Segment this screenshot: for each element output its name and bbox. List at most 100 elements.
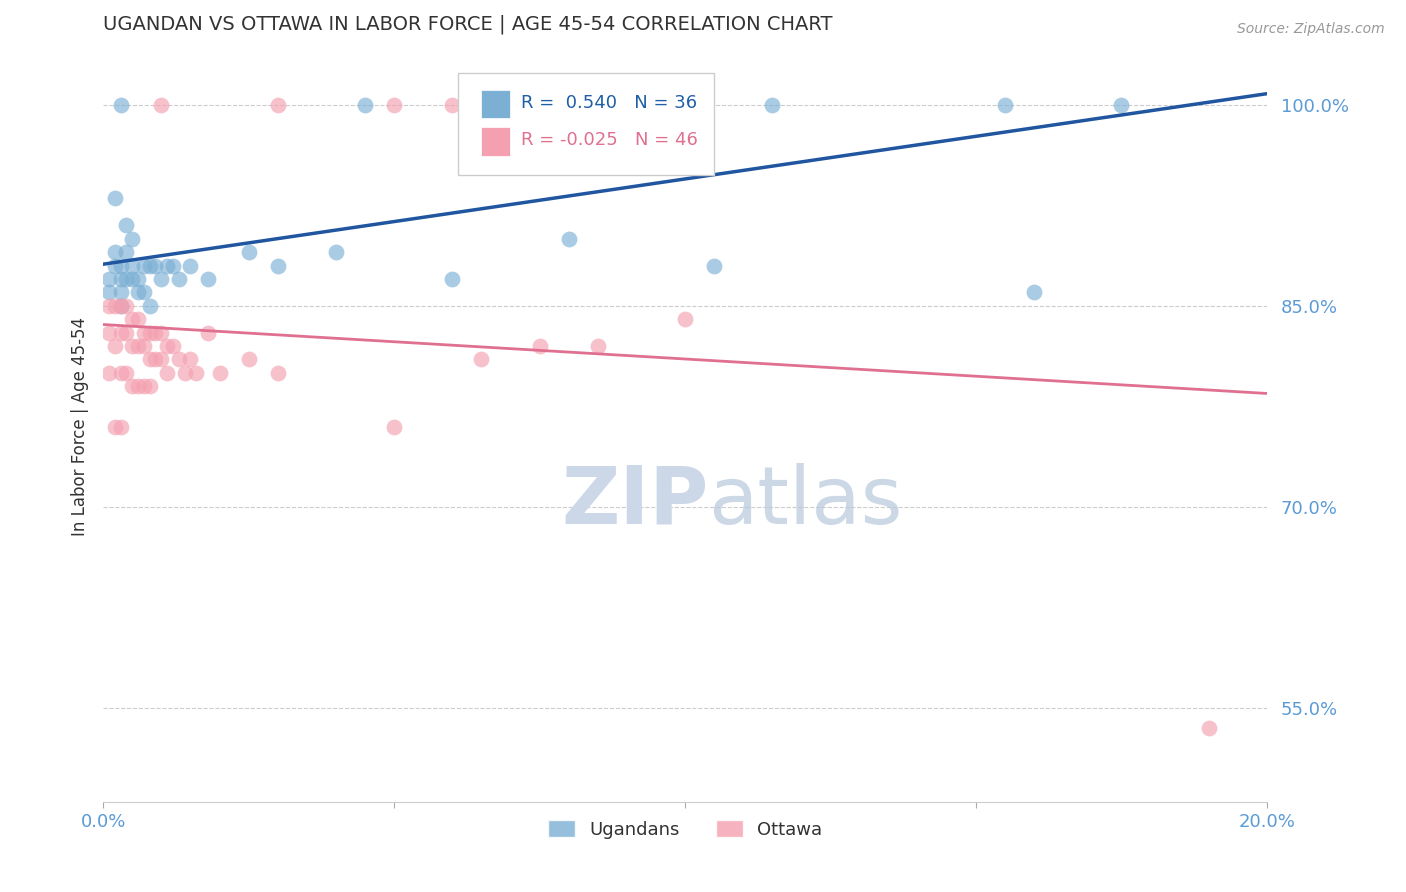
Point bbox=[115, 299, 138, 313]
Point bbox=[238, 352, 260, 367]
Point bbox=[97, 272, 120, 286]
Point bbox=[150, 352, 173, 367]
Point bbox=[138, 379, 160, 393]
Point bbox=[557, 232, 579, 246]
Text: ZIP: ZIP bbox=[561, 463, 709, 541]
Bar bbox=[481, 128, 510, 156]
Point bbox=[110, 97, 132, 112]
Point bbox=[97, 366, 120, 380]
Point bbox=[673, 312, 696, 326]
Point bbox=[586, 97, 609, 112]
Point bbox=[115, 326, 138, 340]
Point bbox=[150, 326, 173, 340]
Text: atlas: atlas bbox=[709, 463, 903, 541]
Point bbox=[529, 339, 551, 353]
Point bbox=[267, 366, 290, 380]
Point bbox=[645, 97, 668, 112]
Point bbox=[1198, 722, 1220, 736]
Point bbox=[138, 352, 160, 367]
Point bbox=[132, 259, 155, 273]
Point bbox=[703, 259, 725, 273]
Point bbox=[104, 191, 127, 205]
Point bbox=[267, 97, 290, 112]
Point bbox=[156, 366, 179, 380]
Point bbox=[186, 366, 208, 380]
Point bbox=[104, 419, 127, 434]
Legend: Ugandans, Ottawa: Ugandans, Ottawa bbox=[540, 814, 830, 846]
Point bbox=[110, 285, 132, 300]
Point bbox=[115, 245, 138, 260]
Point bbox=[121, 312, 143, 326]
Point bbox=[156, 339, 179, 353]
Point bbox=[127, 379, 149, 393]
Point bbox=[179, 352, 201, 367]
Point bbox=[127, 339, 149, 353]
Point bbox=[267, 259, 290, 273]
Point bbox=[110, 299, 132, 313]
FancyBboxPatch shape bbox=[458, 73, 714, 175]
Text: R =  0.540   N = 36: R = 0.540 N = 36 bbox=[522, 94, 697, 112]
Point bbox=[104, 259, 127, 273]
Point bbox=[150, 97, 173, 112]
Bar bbox=[481, 90, 510, 119]
Point bbox=[238, 245, 260, 260]
Point bbox=[499, 97, 522, 112]
Point bbox=[382, 419, 405, 434]
Point bbox=[104, 245, 127, 260]
Point bbox=[994, 97, 1017, 112]
Point bbox=[97, 285, 120, 300]
Point bbox=[110, 366, 132, 380]
Point bbox=[162, 339, 184, 353]
Point bbox=[208, 366, 231, 380]
Point bbox=[132, 339, 155, 353]
Point bbox=[441, 272, 464, 286]
Point bbox=[110, 272, 132, 286]
Point bbox=[382, 97, 405, 112]
Point bbox=[121, 379, 143, 393]
Point bbox=[354, 97, 377, 112]
Point bbox=[150, 272, 173, 286]
Point bbox=[138, 299, 160, 313]
Point bbox=[121, 272, 143, 286]
Point bbox=[197, 272, 219, 286]
Point bbox=[145, 352, 167, 367]
Point bbox=[97, 326, 120, 340]
Text: R = -0.025   N = 46: R = -0.025 N = 46 bbox=[522, 131, 697, 149]
Point bbox=[1111, 97, 1133, 112]
Point bbox=[115, 366, 138, 380]
Point bbox=[441, 97, 464, 112]
Point bbox=[325, 245, 347, 260]
Y-axis label: In Labor Force | Age 45-54: In Labor Force | Age 45-54 bbox=[72, 317, 89, 536]
Point bbox=[586, 97, 609, 112]
Point bbox=[145, 259, 167, 273]
Point bbox=[162, 259, 184, 273]
Point bbox=[104, 339, 127, 353]
Point bbox=[132, 326, 155, 340]
Point bbox=[470, 352, 492, 367]
Text: UGANDAN VS OTTAWA IN LABOR FORCE | AGE 45-54 CORRELATION CHART: UGANDAN VS OTTAWA IN LABOR FORCE | AGE 4… bbox=[103, 15, 832, 35]
Point bbox=[167, 352, 190, 367]
Point bbox=[138, 259, 160, 273]
Point bbox=[127, 285, 149, 300]
Point bbox=[97, 299, 120, 313]
Point bbox=[156, 259, 179, 273]
Point bbox=[1024, 285, 1046, 300]
Point bbox=[197, 326, 219, 340]
Point bbox=[115, 272, 138, 286]
Point bbox=[173, 366, 195, 380]
Point bbox=[586, 339, 609, 353]
Point bbox=[145, 326, 167, 340]
Point bbox=[132, 379, 155, 393]
Point bbox=[121, 232, 143, 246]
Point bbox=[529, 97, 551, 112]
Point bbox=[104, 299, 127, 313]
Point bbox=[179, 259, 201, 273]
Point bbox=[110, 419, 132, 434]
Point bbox=[127, 312, 149, 326]
Point bbox=[110, 299, 132, 313]
Point bbox=[110, 326, 132, 340]
Point bbox=[127, 272, 149, 286]
Point bbox=[761, 97, 783, 112]
Point bbox=[110, 259, 132, 273]
Point bbox=[470, 97, 492, 112]
